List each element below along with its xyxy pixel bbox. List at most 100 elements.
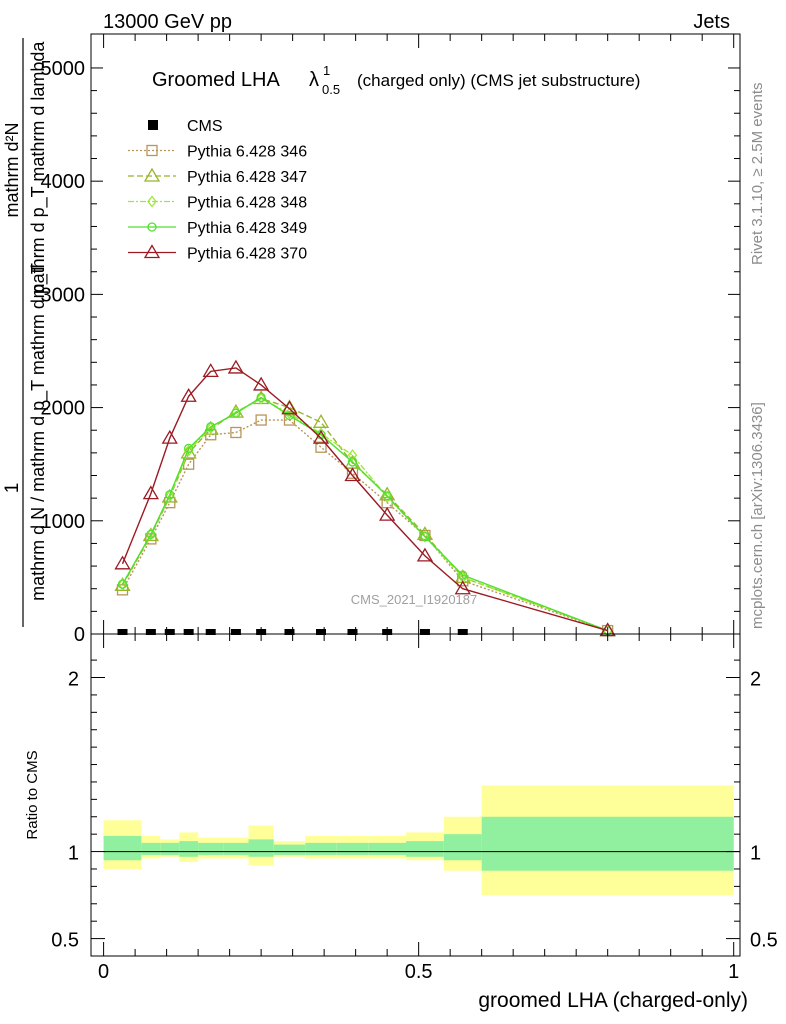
ylabel-numerator-2: mathrm d²N	[2, 122, 22, 217]
ratio-band-inner	[160, 842, 180, 856]
series-point	[344, 467, 361, 482]
series-point	[281, 400, 298, 415]
series-point	[227, 359, 245, 374]
legend-label: Pythia 6.428 347	[187, 169, 307, 186]
series-point	[165, 490, 175, 500]
cms-point	[183, 629, 194, 635]
series-point	[255, 414, 267, 426]
series-point	[205, 421, 216, 435]
series-point	[183, 444, 194, 457]
legend-label: Pythia 6.428 346	[187, 144, 307, 161]
mcplots-label-group: mcplots.cern.ch [arXiv:1306.3436]	[749, 402, 766, 629]
x-axis-label: groomed LHA (charged-only)	[478, 989, 748, 1012]
series-point	[252, 376, 270, 391]
ratio-ytick-label-right: 1	[750, 843, 761, 865]
title-main: Groomed LHA	[152, 69, 280, 91]
ylabel-denominator: mathrm d N / mathrm d p_T mathrm d p_T	[28, 263, 49, 601]
cms-point	[284, 629, 295, 635]
main-ytick-label: 2000	[41, 398, 86, 420]
main-ytick-label: 5000	[41, 58, 86, 80]
series-point	[454, 580, 471, 595]
ratio-band-inner	[406, 841, 444, 857]
cms-point	[230, 629, 241, 635]
cms-point	[205, 629, 216, 635]
ratio-xtick-label: 1	[728, 961, 739, 983]
ratio-x-axis: 0 0.5 1	[98, 634, 739, 983]
ratio-band-inner	[305, 842, 337, 856]
series-point	[284, 410, 295, 421]
legend-cms-label: CMS	[187, 118, 223, 135]
legend-cms-marker	[148, 120, 158, 130]
cms-point	[347, 629, 358, 635]
ratio-plot-frame	[90, 633, 741, 957]
series-point	[202, 363, 219, 378]
series-point	[379, 506, 396, 521]
series-point	[206, 422, 216, 432]
mcplots-label: mcplots.cern.ch [arXiv:1306.3436]	[749, 402, 766, 629]
series-point	[142, 485, 159, 500]
legend-marker	[147, 222, 157, 232]
cms-point	[382, 629, 393, 635]
series-point	[312, 414, 330, 428]
header-left: 13000 GeV pp	[103, 11, 232, 33]
series-point	[420, 530, 430, 543]
series-point	[230, 426, 242, 439]
ratio-ytick-label: 0.5	[51, 930, 79, 952]
ratio-band-inner	[443, 834, 482, 861]
ratio-band-inner	[336, 842, 369, 856]
series-point	[256, 392, 266, 403]
ratio-band-inner	[179, 841, 199, 857]
main-ytick-label: 3000	[41, 284, 86, 306]
series-point	[382, 491, 392, 501]
main-x-ticks	[103, 34, 735, 634]
ratio-y-label-group: Ratio to CMS	[24, 750, 41, 839]
cms-point	[315, 629, 326, 635]
series-line	[121, 367, 608, 632]
series-point	[382, 490, 392, 504]
series-point	[420, 531, 430, 542]
legend-label: Pythia 6.428 348	[187, 195, 307, 212]
rivet-label: Rivet 3.1.10, ≥ 2.5M events	[749, 83, 766, 266]
series-point	[315, 441, 327, 453]
legend-marker	[147, 195, 157, 208]
ylabel-denominator-2: mathrm d p_T mathrm d lambda	[28, 41, 49, 299]
cms-point	[164, 629, 175, 635]
cms-point	[256, 629, 267, 635]
series-point	[347, 457, 358, 467]
legend-label: Pythia 6.428 349	[187, 220, 307, 237]
ratio-y-label: Ratio to CMS	[24, 750, 41, 839]
main-ytick-label: 1000	[41, 511, 86, 533]
ratio-band-inner	[223, 842, 249, 856]
ratio-band-inner	[368, 842, 407, 856]
ratio-ytick-label-right: 2	[750, 669, 761, 691]
cms-data-points	[117, 629, 468, 635]
main-ytick-label: 0	[74, 624, 85, 646]
cms-point	[145, 629, 156, 635]
series-point	[231, 408, 241, 418]
cms-point	[457, 629, 468, 635]
title-rest: (charged only) (CMS jet substructure)	[357, 71, 640, 90]
series-point	[146, 528, 156, 541]
ylabel-numerator: 1	[2, 483, 23, 494]
series-point	[117, 578, 128, 591]
legend: CMS Pythia 6.428 346 Pythia 6.428 347 Pythi…	[128, 118, 307, 263]
ratio-xtick-label: 0.5	[405, 961, 433, 983]
series-4	[114, 359, 616, 637]
title-symbol: λ	[309, 69, 319, 91]
series-line	[121, 396, 608, 632]
legend-marker	[143, 167, 161, 182]
cms-point	[117, 629, 128, 635]
series-point	[347, 449, 358, 462]
ratio-xtick-label: 0	[98, 961, 109, 983]
legend-marker	[143, 244, 161, 259]
main-y-axis-label: 1 mathrm d N / mathrm d p_T mathrm d p_T…	[2, 41, 49, 601]
rivet-label-group: Rivet 3.1.10, ≥ 2.5M events	[749, 83, 766, 266]
cms-point	[419, 629, 430, 635]
ratio-ytick-label: 2	[68, 669, 79, 691]
series-point	[161, 429, 178, 444]
analysis-watermark: CMS_2021_I1920187	[351, 592, 478, 607]
ratio-bands	[103, 785, 734, 896]
ratio-band-inner	[103, 835, 142, 861]
series-point	[458, 570, 468, 580]
series-point	[184, 443, 194, 453]
